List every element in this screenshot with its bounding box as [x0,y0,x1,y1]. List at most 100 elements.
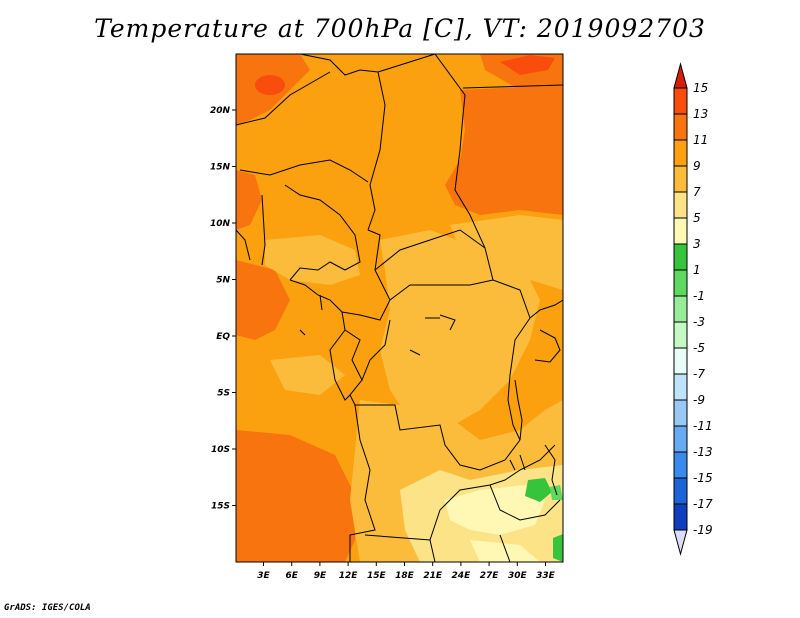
field-green-malawi [525,478,552,502]
lon-tick-label: 27E [480,571,500,581]
lon-tick-label: 3E [257,571,270,581]
colorbar-label: -15 [693,471,713,485]
colorbar-segment [673,347,688,375]
colorbar-segment [673,503,688,531]
colorbar-segment [673,295,688,323]
border-kenya-uganda [529,299,563,319]
lat-tick-label: 10N [210,219,231,229]
colorbar-segment [673,425,688,453]
colorbar-segment [673,113,688,141]
colorbar-segment [673,87,688,115]
colorbar-label: 9 [693,159,701,173]
border-car-north [374,229,486,271]
colorbar-label: -9 [693,393,705,407]
colorbar-label: 3 [693,237,701,251]
colorbar-segment [673,217,688,245]
lat-tick-label: EQ [216,332,230,342]
border-car-south [389,279,531,319]
field-green-moz [553,534,563,562]
lon-tick-label: 6E [285,571,298,581]
lon-tick-label: 24E [452,571,472,581]
lon-tick-label: 15E [367,571,387,581]
border-congo [341,311,391,382]
border-lake-tanganyika [514,379,523,441]
lon-tick-label: 33E [536,571,556,581]
colorbar-bottom-arrow [673,529,688,556]
colorbar: 15 13 11 9 7 5 3 1 -1 -3 -5 -7 -9 -11 -13 -15 -17 -19 [673,62,713,556]
colorbar-label: 15 [693,81,708,95]
colorbar-segment [673,451,688,479]
lon-tick-label: 21E [423,571,443,581]
colorbar-segment [673,399,688,427]
border-sudan [434,54,494,281]
colorbar-segment [673,243,688,271]
plot-frame [235,53,564,563]
colorbar-segment [673,373,688,401]
field-hot-nw [255,75,285,95]
lat-tick-label: 15N [210,163,231,173]
border-angola [349,404,376,562]
field-warm-ne [445,85,563,215]
colorbar-segment [673,477,688,505]
map-title: Temperature at 700hPa [C], VT: 201909270… [94,14,706,43]
border-benin [261,194,266,266]
border-niger-nigeria [239,159,369,183]
border-drc-angola [349,379,521,471]
colorbar-label: -19 [693,523,713,537]
border-coast-west [236,229,251,261]
lon-tick-label: 30E [508,571,528,581]
border-botswana [499,534,511,562]
lat-tick-label: 20N [210,106,231,116]
temperature-field [236,54,563,562]
border-zambia [429,444,556,541]
colorbar-label: -7 [693,367,705,381]
field-warm-gulf [236,260,290,340]
field-mild-nigeria [265,235,360,285]
lat-tick-label: 15S [211,502,230,512]
colorbar-segment [673,269,688,297]
lon-tick-label: 9E [314,571,327,581]
colorbar-label: -3 [693,315,705,329]
border-coast-gabon [329,329,351,401]
colorbar-segment [673,139,688,167]
lat-tick-label: 10S [211,445,230,455]
lon-tick-label: 18E [395,571,415,581]
country-borders [236,54,563,562]
colorbar-segment [673,321,688,349]
border-drc-east [507,317,531,441]
border-lake-victoria [534,329,561,363]
lon-tick-label: 12E [339,571,359,581]
grads-credit: GrADS: IGES/COLA [4,603,91,613]
latitude-axis: 20N 15N 10N 5N EQ 5S 10S 15S [210,106,236,512]
border-lake-mweru [509,454,526,471]
field-warm-west [236,170,262,230]
field-hot-north [500,55,555,75]
colorbar-label: -17 [693,497,713,511]
longitude-axis: 3E 6E 9E 12E 15E 18E 21E 24E 27E 30E 33E [257,562,556,581]
colorbar-label: 1 [693,263,701,277]
colorbar-segment [673,165,688,193]
border-nigeria [284,184,361,281]
colorbar-top-arrow [673,62,688,89]
colorbar-label: 11 [693,133,708,147]
border-coast-gulf [289,279,343,313]
border-islands [299,294,323,336]
colorbar-label: -11 [693,419,713,433]
border-lake-malawi [544,444,558,496]
colorbar-label: 5 [693,211,701,225]
lat-tick-label: 5S [217,389,230,399]
colorbar-label: -5 [693,341,705,355]
border-mali [236,71,331,126]
field-warm-sw [236,430,355,562]
border-lakes-inner [409,314,456,356]
colorbar-label: 7 [693,185,701,199]
border-niger-chad [367,71,386,231]
border-algeria [299,54,436,76]
colorbar-label: 13 [693,107,708,121]
field-cooler-south [445,485,545,535]
field-cooler-sw [470,540,540,562]
lat-tick-label: 5N [216,276,230,286]
border-zimbabwe [489,484,561,521]
